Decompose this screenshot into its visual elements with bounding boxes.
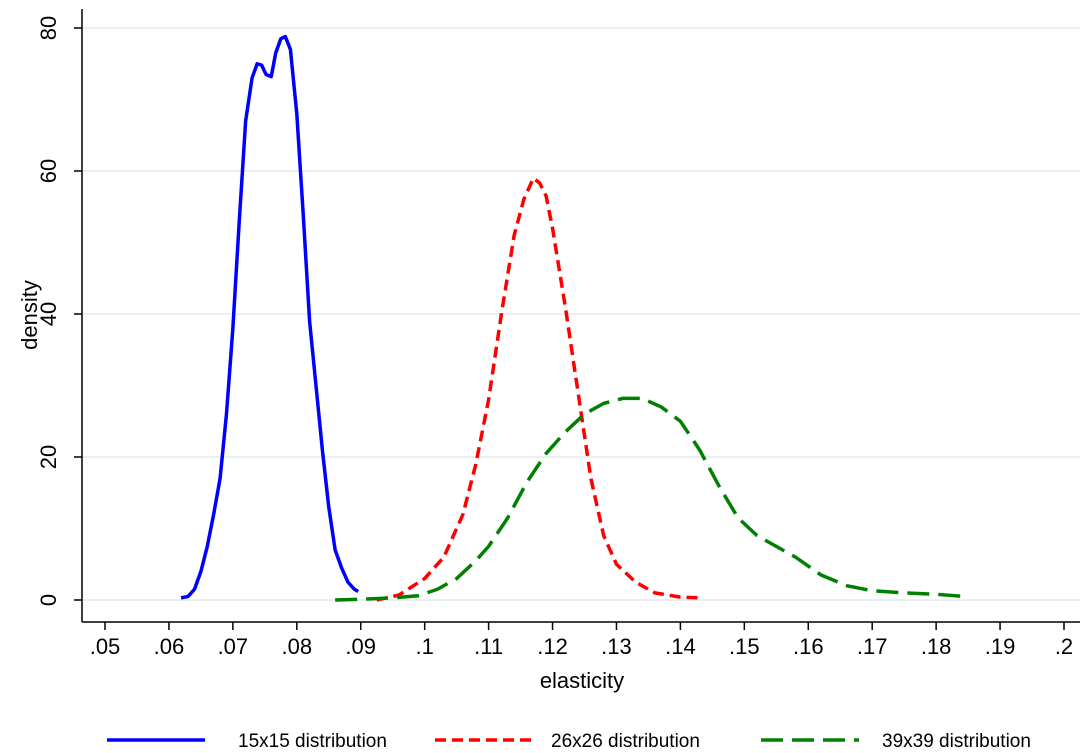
legend-label-1: 15x15 distribution <box>238 731 387 752</box>
x-tick-label: .12 <box>537 634 568 659</box>
legend-label-2: 26x26 distribution <box>551 731 700 752</box>
legend: 15x15 distribution 26x26 distribution 39x3… <box>107 731 1031 752</box>
x-tick-label: .08 <box>282 634 313 659</box>
x-tick-label: .05 <box>90 634 121 659</box>
series-line-2 <box>376 176 703 602</box>
series-line-1 <box>180 34 360 600</box>
x-tick-label: .14 <box>665 634 696 659</box>
grid-lines <box>82 27 1080 601</box>
series-lines <box>180 34 966 602</box>
x-axis-title: elasticity <box>540 668 624 693</box>
x-tick-label: .15 <box>729 634 760 659</box>
x-tick-label: .17 <box>857 634 888 659</box>
y-tick-label: 60 <box>36 159 61 183</box>
x-tick-label: .16 <box>793 634 824 659</box>
y-tick-label: 20 <box>36 445 61 469</box>
x-tick-label: .13 <box>601 634 632 659</box>
y-axis-title: density <box>17 280 42 350</box>
y-tick-label: 80 <box>36 16 61 40</box>
series-line-3 <box>335 396 966 602</box>
x-tick-label: .18 <box>921 634 952 659</box>
x-tick-label: .1 <box>415 634 433 659</box>
y-tick-label: 40 <box>36 302 61 326</box>
legend-label-3: 39x39 distribution <box>882 731 1031 752</box>
x-tick-label: .06 <box>154 634 185 659</box>
x-tick-label: .11 <box>474 634 503 659</box>
x-tick-label: .09 <box>345 634 376 659</box>
y-tick-label: 0 <box>36 594 61 606</box>
x-tick-label: .2 <box>1055 634 1073 659</box>
x-tick-label: .19 <box>985 634 1016 659</box>
axes: 0 20 40 60 80 .05 .06 .07 .08 .09 .1 .11 .12 .13 .14 .1… <box>36 9 1080 659</box>
x-tick-label: .07 <box>218 634 249 659</box>
